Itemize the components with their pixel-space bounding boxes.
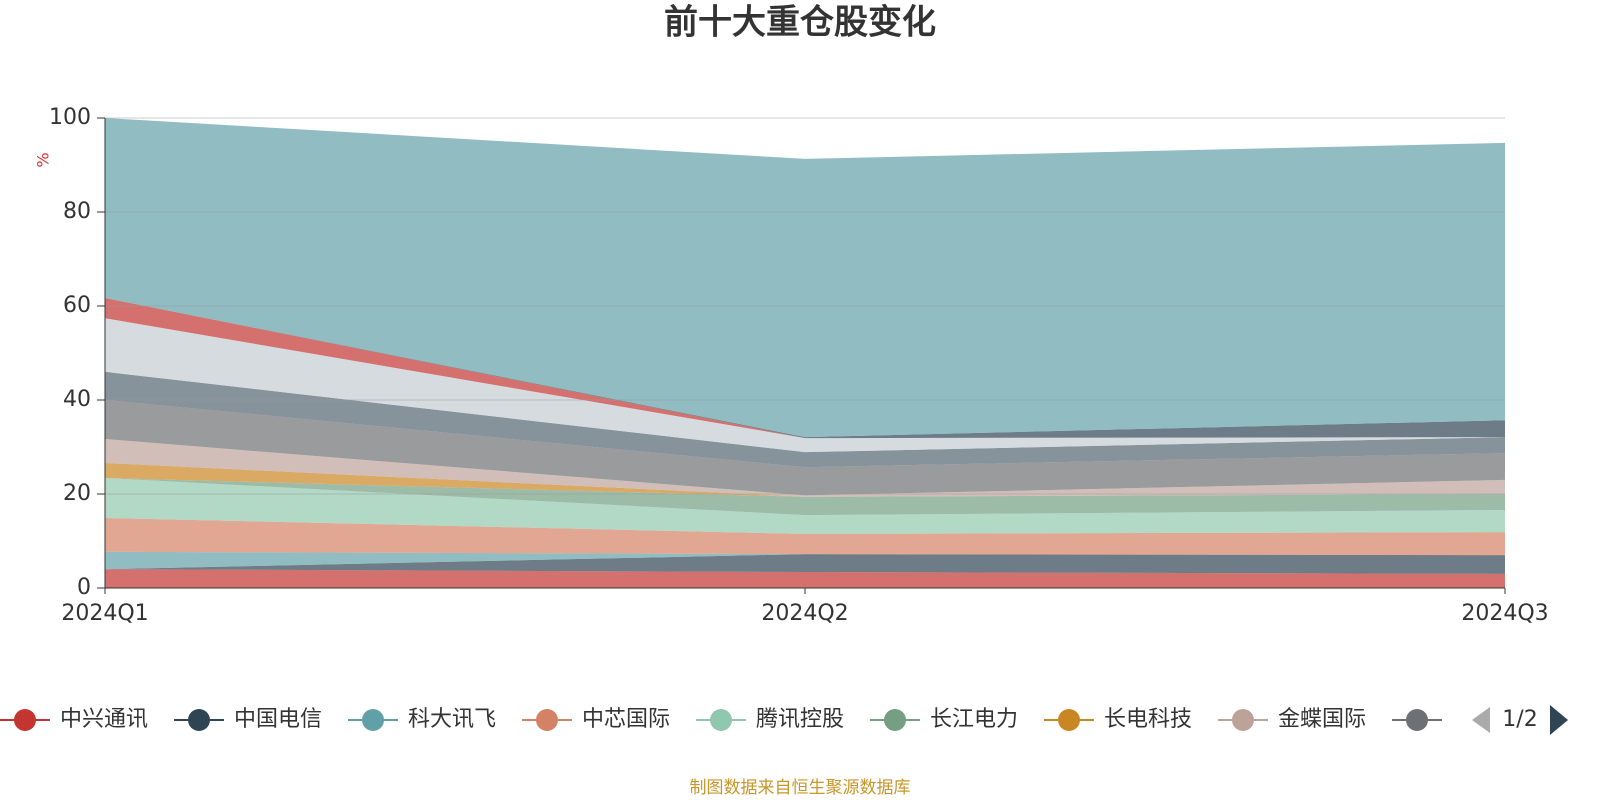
legend-page: 1/2 xyxy=(1502,707,1537,732)
y-tick-label: 100 xyxy=(49,105,91,130)
y-tick-label: 60 xyxy=(63,293,91,318)
legend-marker xyxy=(1406,709,1428,731)
legend-next[interactable] xyxy=(1550,705,1568,735)
area xyxy=(105,298,1505,439)
area xyxy=(105,371,1505,468)
legend-marker xyxy=(536,709,558,731)
y-tick-label: 0 xyxy=(77,575,91,600)
area xyxy=(105,439,1505,497)
legend-marker xyxy=(710,709,732,731)
x-tick-label: 2024Q1 xyxy=(61,601,148,626)
y-axis-label: % xyxy=(34,152,53,167)
area xyxy=(105,318,1505,453)
legend-label: 中兴通讯 xyxy=(60,707,148,732)
area xyxy=(105,517,1505,556)
legend-label: 长江电力 xyxy=(930,707,1018,732)
x-tick-label: 2024Q2 xyxy=(761,601,848,626)
legend-label: 长电科技 xyxy=(1104,707,1192,732)
x-tick-label: 2024Q3 xyxy=(1461,601,1548,626)
legend-marker xyxy=(1232,709,1254,731)
legend-marker xyxy=(1058,709,1080,731)
legend-marker xyxy=(14,709,36,731)
legend-marker xyxy=(188,709,210,731)
legend-label: 腾讯控股 xyxy=(756,707,844,732)
legend-label: 中国电信 xyxy=(234,707,322,732)
area xyxy=(105,118,1505,438)
chart-title: 前十大重仓股变化 xyxy=(664,3,936,43)
area xyxy=(105,478,1505,534)
legend-marker xyxy=(362,709,384,731)
area xyxy=(105,554,1505,574)
source-note: 制图数据来自恒生聚源数据库 xyxy=(690,778,911,798)
legend-marker xyxy=(884,709,906,731)
y-tick-label: 80 xyxy=(63,199,91,224)
legend-label: 金蝶国际 xyxy=(1278,707,1366,732)
area xyxy=(105,551,1505,570)
legend-label: 科大讯飞 xyxy=(408,707,496,732)
legend-prev[interactable] xyxy=(1472,707,1490,733)
legend-label: 中芯国际 xyxy=(582,707,670,732)
area xyxy=(105,462,1505,497)
area xyxy=(105,478,1505,516)
y-tick-label: 20 xyxy=(63,481,91,506)
y-tick-label: 40 xyxy=(63,387,91,412)
area xyxy=(105,569,1505,588)
area xyxy=(105,400,1505,496)
